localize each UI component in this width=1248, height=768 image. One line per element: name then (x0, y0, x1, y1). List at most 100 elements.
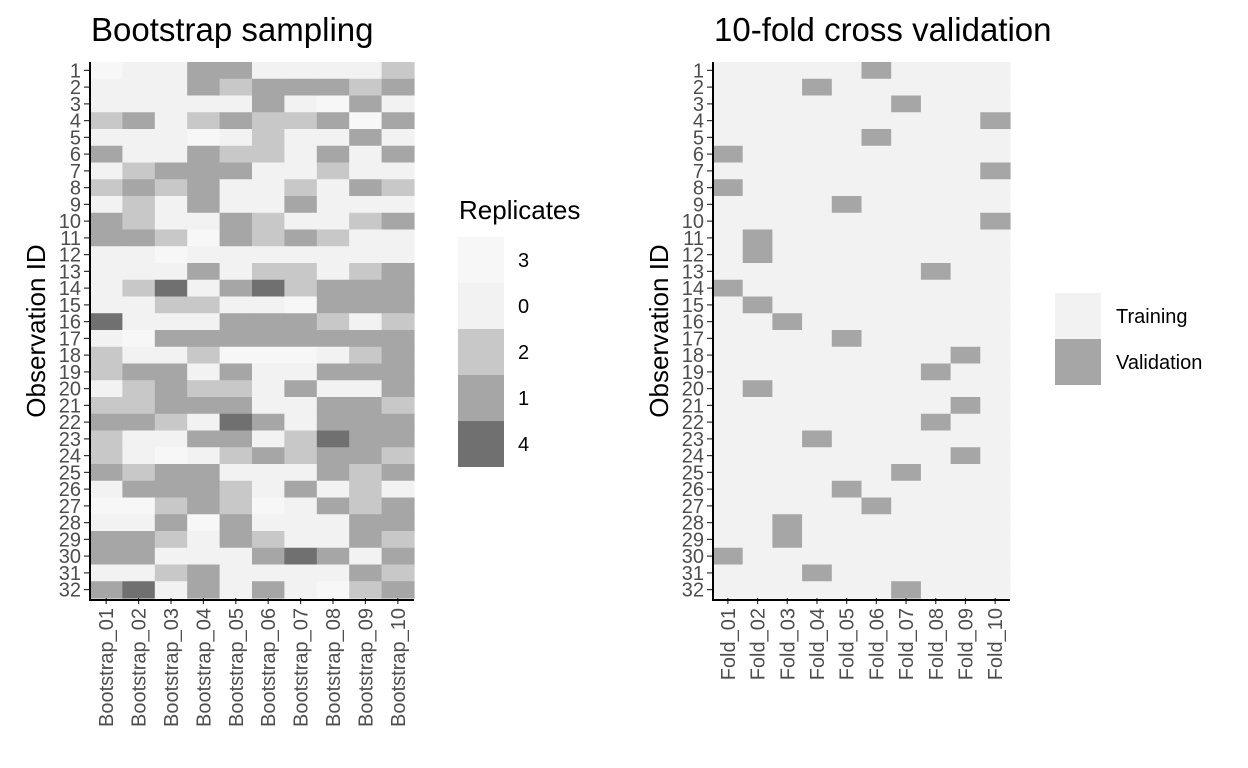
bootstrap-cell (252, 497, 285, 515)
bootstrap-cell (381, 95, 415, 113)
bootstrap-cell (219, 162, 253, 180)
bootstrap-cell (316, 313, 350, 331)
cv-cell (742, 212, 773, 231)
cv-x-tick-label: Fold_09 (955, 608, 977, 680)
bootstrap-cell (187, 330, 221, 348)
cv-cell (713, 179, 744, 197)
bootstrap-cell (187, 464, 221, 482)
cv-cell (772, 196, 803, 214)
cv-cell (713, 363, 744, 381)
bootstrap-cell (316, 279, 350, 298)
cv-cell (713, 145, 744, 164)
bootstrap-cell (284, 229, 318, 247)
cv-cell (802, 95, 833, 113)
bootstrap-cell (122, 363, 156, 381)
bootstrap-cell (252, 363, 285, 381)
cv-cell (920, 547, 952, 566)
cv-cell (861, 363, 892, 381)
cv-cell (742, 145, 773, 164)
bootstrap-cell (349, 162, 383, 180)
cv-cell (802, 330, 833, 348)
bootstrap-cell (349, 296, 383, 314)
bootstrap-cell (219, 95, 253, 113)
bootstrap-cell (122, 380, 156, 398)
cv-cell (831, 480, 863, 499)
bootstrap-cell (219, 112, 253, 130)
bootstrap-cell (316, 430, 350, 448)
cv-cell (950, 179, 981, 197)
bootstrap-cell (90, 246, 123, 264)
bootstrap-cell (90, 480, 123, 499)
cv-x-tick-label: Fold_07 (896, 608, 918, 680)
cv-cell (742, 413, 773, 432)
cv-cell (920, 581, 952, 599)
cv-cell (891, 363, 922, 381)
cv-cell (920, 497, 952, 515)
bootstrap-cell (154, 531, 188, 549)
bootstrap-cell (154, 413, 188, 432)
bootstrap-cell (381, 162, 415, 180)
cv-cell (861, 464, 892, 482)
bootstrap-cell (90, 397, 123, 415)
bootstrap-cell (122, 547, 156, 566)
bootstrap-cell (154, 279, 188, 298)
bootstrap-cell (90, 263, 123, 281)
bootstrap-cell (122, 564, 156, 582)
cv-cell (920, 380, 952, 398)
bootstrap-cell (252, 447, 285, 465)
cv-cell (980, 380, 1011, 398)
bootstrap-cell (252, 413, 285, 432)
bootstrap-cell (187, 581, 221, 599)
cv-cell (713, 447, 744, 465)
bootstrap-y-tick-label: 8 (70, 178, 81, 200)
cv-cell (861, 62, 892, 80)
bootstrap-cell (316, 547, 350, 566)
bootstrap-cell (122, 430, 156, 448)
bootstrap-cell (349, 514, 383, 532)
fold-legend-key (1055, 293, 1101, 339)
bootstrap-cell (219, 296, 253, 314)
bootstrap-cell (381, 296, 415, 314)
bootstrap-cell (122, 62, 156, 80)
cv-cell (980, 78, 1011, 97)
cv-cell (980, 464, 1011, 482)
bootstrap-cell (219, 279, 253, 298)
cv-cell (891, 413, 922, 432)
cv-y-tick-label: 27 (682, 496, 704, 518)
bootstrap-cell (187, 62, 221, 80)
bootstrap-cell (122, 162, 156, 180)
bootstrap-cell (122, 212, 156, 231)
cv-cell (772, 78, 803, 97)
cv-x-tick-label: Fold_02 (748, 608, 770, 680)
bootstrap-cell (219, 212, 253, 231)
bootstrap-cell (252, 212, 285, 231)
cv-cell (861, 514, 892, 532)
cv-cell (861, 430, 892, 448)
bootstrap-cell (252, 162, 285, 180)
bootstrap-cell (122, 129, 156, 147)
cv-cell (831, 229, 863, 247)
bootstrap-cell (284, 78, 318, 97)
bootstrap-cell (187, 196, 221, 214)
bootstrap-cell (284, 464, 318, 482)
cv-cell (772, 296, 803, 314)
bootstrap-cell (284, 95, 318, 113)
bootstrap-cell (219, 196, 253, 214)
bootstrap-cell (381, 346, 415, 365)
bootstrap-cell (122, 447, 156, 465)
bootstrap-cell (316, 564, 350, 582)
cv-cell (920, 330, 952, 348)
cv-cell (772, 229, 803, 247)
bootstrap-cell (154, 564, 188, 582)
bootstrap-cell (284, 212, 318, 231)
cv-y-tick-label: 26 (682, 479, 704, 501)
bootstrap-y-tick-label: 7 (70, 161, 81, 183)
cv-cell (772, 95, 803, 113)
bootstrap-cell (187, 430, 221, 448)
cv-cell (950, 581, 981, 599)
bootstrap-cell (316, 229, 350, 247)
bootstrap-cell (349, 212, 383, 231)
cv-cell (920, 430, 952, 448)
cv-cell (713, 279, 744, 298)
cv-cell (742, 380, 773, 398)
